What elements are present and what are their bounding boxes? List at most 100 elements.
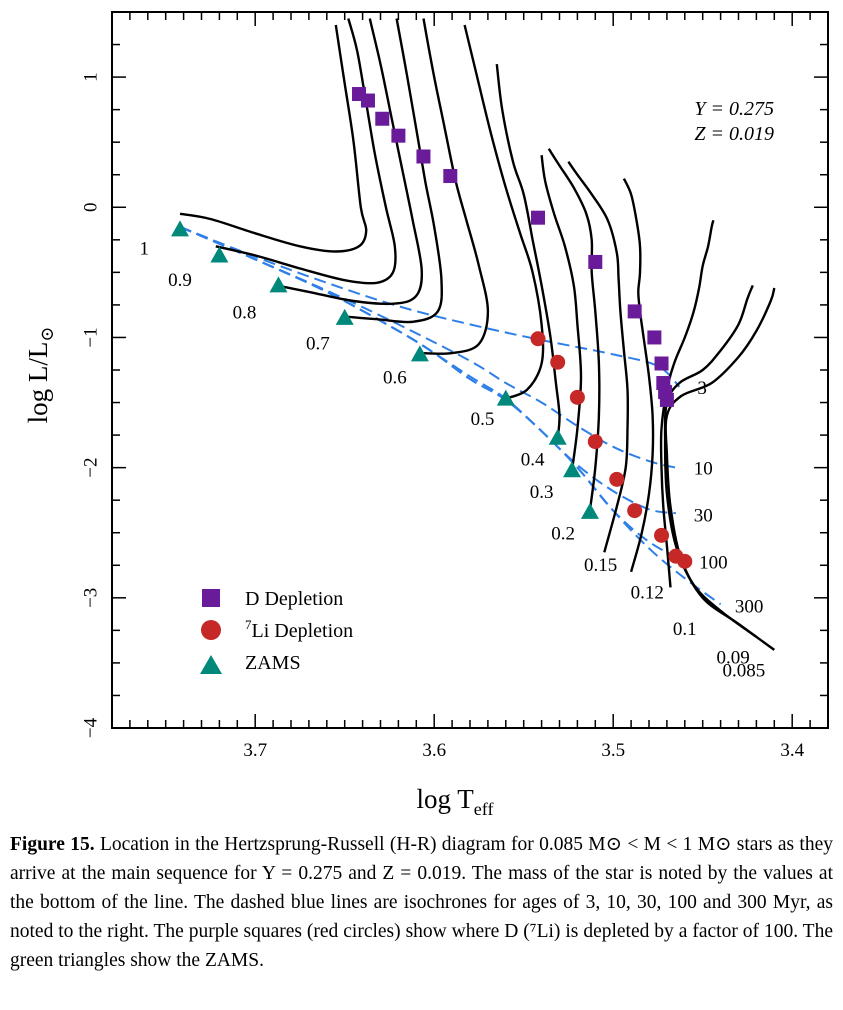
li-depletion-point (677, 553, 693, 569)
y-tick-label: −4 (80, 717, 101, 738)
li-depletion-point (587, 434, 603, 450)
d-depletion-point (360, 93, 375, 108)
x-axis-label: log Teff (417, 784, 494, 819)
track-0p15 (567, 161, 630, 553)
track-mass-label: 0.7 (306, 334, 330, 355)
y-axis-label-text: log L/L (23, 342, 53, 424)
zams-point (563, 461, 582, 478)
track-0p7 (344, 18, 443, 324)
track-0p8 (276, 18, 424, 306)
legend-label-zams: ZAMS (245, 652, 301, 674)
d-depletion-point (659, 392, 674, 407)
d-depletion-point (531, 210, 546, 225)
track-0p2 (547, 148, 601, 511)
track-mass-label: 0.3 (530, 482, 554, 503)
figure-caption-text: Location in the Hertzsprung-Russell (H-R… (10, 834, 833, 971)
figure-label: Figure 15. (10, 834, 95, 855)
track-0p5 (463, 24, 545, 400)
isochrone-lines (179, 225, 722, 606)
y-tick-label: 1 (80, 72, 101, 82)
d-depletion-point (588, 254, 603, 269)
zams-point (269, 276, 288, 293)
track-mass-label: 0.1 (673, 619, 697, 640)
y-tick-label: 0 (80, 203, 101, 213)
legend-label-li-text: Li Depletion (252, 620, 354, 642)
d-depletion-point (627, 304, 642, 319)
track-mass-label: 0.2 (551, 524, 575, 545)
y-axis-label: log L/L⊙ (23, 327, 57, 424)
x-axis-label-text: log T (417, 784, 475, 814)
hr-diagram: 3.7 3.6 3.5 3.410−1−2−3−4 3103010030010.90.… (23, 11, 829, 819)
li-depletion-point (654, 527, 670, 543)
zams-point (210, 246, 229, 263)
track-mass-label: 0.12 (631, 582, 664, 603)
d-depletion-point (443, 169, 458, 184)
y-axis-label-sym: ⊙ (37, 327, 57, 342)
y-tick-label: −3 (80, 588, 101, 608)
legend: D Depletion 7Li Depletion ZAMS (200, 588, 353, 674)
isochrone-label: 300 (735, 597, 764, 618)
isochrone-10 (179, 225, 677, 469)
zams-point (410, 345, 429, 362)
evolutionary-tracks (179, 18, 776, 651)
li-depletion-point (569, 389, 585, 405)
y-tick-label: −1 (80, 327, 101, 347)
legend-label-li-sup: 7 (245, 617, 252, 632)
figure-caption: Figure 15. Location in the Hertzsprung-R… (10, 830, 833, 975)
d-depletion-point (391, 128, 406, 143)
composition-z: Z = 0.019 (694, 123, 774, 145)
track-mass-label: 0.09 (717, 647, 750, 668)
track-mass-label: 0.4 (521, 450, 545, 471)
x-axis-label-sub: eff (474, 799, 494, 819)
d-depletion-point (375, 111, 390, 126)
track-0p12 (622, 178, 655, 573)
track-mass-label: 0.085 (722, 660, 765, 681)
track-mass-label: 0.5 (471, 409, 495, 430)
isochrone-label: 100 (699, 552, 728, 573)
isochrone-300 (179, 225, 722, 606)
d-depletion-point (416, 149, 431, 164)
isochrone-30 (179, 225, 677, 515)
isochrone-3 (179, 225, 681, 388)
track-0p6 (419, 18, 490, 355)
track-mass-label: 0.8 (233, 302, 257, 323)
d-depletion-point (647, 330, 662, 345)
legend-label-li: 7Li Depletion (245, 617, 353, 642)
y-tick-label: −2 (80, 458, 101, 478)
li-depletion-point (550, 354, 566, 370)
track-mass-label: 0.15 (584, 555, 617, 576)
composition-y: Y = 0.275 (694, 98, 774, 120)
x-tick-label: 3.4 (780, 740, 804, 761)
axis-ticks: 3.7 3.6 3.5 3.410−1−2−3−4 (80, 11, 829, 761)
x-tick-label: 3.5 (601, 740, 625, 761)
zams-point (496, 389, 515, 406)
d-depletion-point (654, 356, 669, 371)
track-mass-label: 0.6 (383, 368, 407, 389)
track-0p085 (664, 287, 776, 651)
legend-marker-zams (200, 655, 222, 674)
isochrone-100 (179, 225, 686, 563)
x-tick-label: 3.6 (422, 740, 446, 761)
zams-point (335, 308, 354, 325)
li-depletion-point (530, 331, 546, 347)
track-mass-label: 1 (139, 239, 149, 260)
isochrone-label: 30 (694, 506, 713, 527)
zams-point (580, 502, 599, 519)
track-0p1 (659, 219, 715, 588)
track-0p4 (495, 63, 561, 438)
zams-point (548, 428, 567, 445)
curve-labels: 3 10 30 100 300 1 0.9 0.8 0.7 0.6 0.5 0.4 0.3 0.2 0.15… (139, 239, 765, 682)
li-depletion-point (609, 471, 625, 487)
isochrone-label: 3 (697, 378, 707, 399)
track-mass-label: 0.9 (168, 270, 192, 291)
li-depletion-point (627, 503, 643, 519)
track-0p9 (215, 18, 397, 285)
data-markers (171, 87, 693, 569)
x-tick-label: 3.7 (243, 740, 267, 761)
legend-marker-li (201, 620, 221, 640)
zams-point (171, 220, 190, 237)
legend-label-d: D Depletion (245, 588, 343, 610)
legend-marker-d (202, 589, 220, 607)
track-1 (179, 24, 368, 253)
isochrone-label: 10 (694, 459, 713, 480)
